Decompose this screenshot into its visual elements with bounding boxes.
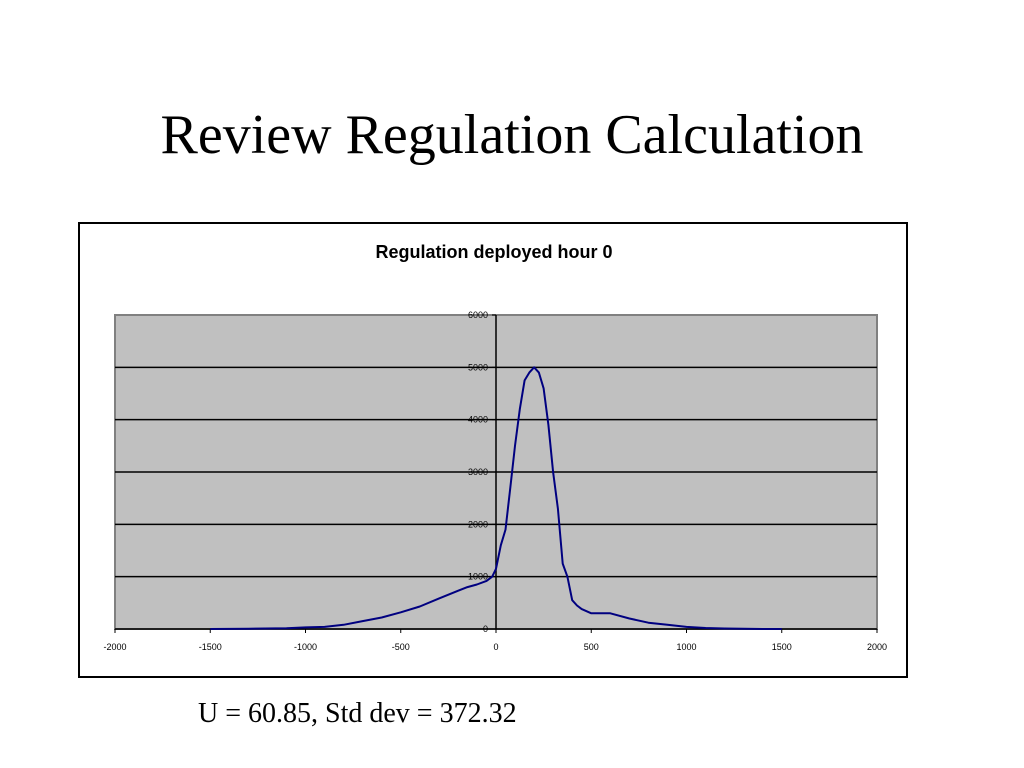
- x-tick-label: 1500: [772, 642, 792, 652]
- x-tick-label: -2000: [103, 642, 126, 652]
- y-tick-label: 3000: [468, 467, 488, 477]
- y-tick-label: 5000: [468, 362, 488, 372]
- x-tick-label: -500: [392, 642, 410, 652]
- y-tick-label: 6000: [468, 310, 488, 320]
- y-tick-label: 4000: [468, 415, 488, 425]
- x-tick-label: 2000: [867, 642, 887, 652]
- slide-title: Review Regulation Calculation: [160, 104, 864, 166]
- y-tick-label: 2000: [468, 519, 488, 529]
- y-tick-label: 1000: [468, 572, 488, 582]
- x-tick-label: 1000: [676, 642, 696, 652]
- x-tick-label: -1500: [199, 642, 222, 652]
- y-tick-label: 0: [483, 624, 488, 634]
- tick-labels: -2000 -1500 -1000 -500 0 500 1000 1500 2000 0 1000…: [103, 310, 887, 652]
- x-tick-label: -1000: [294, 642, 317, 652]
- x-tick-label: 500: [584, 642, 599, 652]
- x-tick-label: 0: [493, 642, 498, 652]
- series-line: [210, 366, 782, 630]
- statistics-caption: U = 60.85, Std dev = 372.32: [198, 698, 517, 729]
- chart-title: Regulation deployed hour 0: [375, 242, 613, 262]
